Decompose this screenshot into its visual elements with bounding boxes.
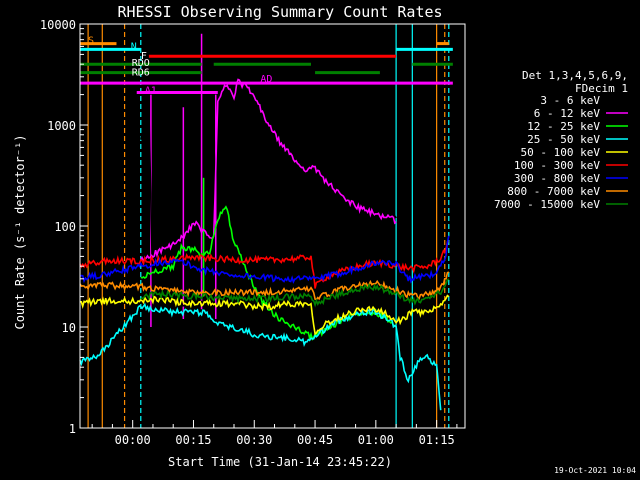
y-tick-label-1: 10 xyxy=(62,321,76,335)
flag-label-8: RD6 xyxy=(132,68,150,79)
series-line-6 xyxy=(79,235,450,284)
legend-label-2: 12 - 25 keV xyxy=(527,120,600,133)
legend-label-4: 50 - 100 keV xyxy=(521,146,601,159)
y-tick-label-0: 1 xyxy=(69,422,76,436)
series-line-3 xyxy=(79,302,442,411)
series-line-1 xyxy=(140,78,397,263)
legend-label-3: 25 - 50 keV xyxy=(527,133,600,146)
flag-label-10: AD xyxy=(260,74,272,85)
legend-header-0: Det 1,3,4,5,6,9, xyxy=(522,69,628,82)
chart-title: RHESSI Observing Summary Count Rates xyxy=(117,3,442,21)
legend-label-1: 6 - 12 keV xyxy=(534,107,601,120)
x-tick-label-5: 01:15 xyxy=(419,433,455,447)
y-tick-label-2: 100 xyxy=(54,220,76,234)
flag-label-0: S xyxy=(88,36,94,47)
x-tick-label-3: 00:45 xyxy=(297,433,333,447)
flag-label-11: A1 xyxy=(145,85,157,96)
x-tick-label-1: 00:15 xyxy=(175,433,211,447)
y-axis-label: Count Rate (s⁻¹ detector⁻¹) xyxy=(13,134,27,329)
legend-label-8: 7000 - 15000 keV xyxy=(494,198,600,211)
x-tick-label-0: 00:00 xyxy=(115,433,151,447)
y-tick-label-3: 1000 xyxy=(47,119,76,133)
flag-label-4: F xyxy=(141,51,147,62)
x-tick-label-4: 01:00 xyxy=(358,433,394,447)
legend-label-7: 800 - 7000 keV xyxy=(507,185,600,198)
series-line-0 xyxy=(140,108,397,313)
series-line-4 xyxy=(79,294,450,336)
legend-label-5: 100 - 300 keV xyxy=(514,159,600,172)
legend-label-6: 300 - 800 keV xyxy=(514,172,600,185)
flag-label-5: RDO xyxy=(132,58,150,69)
legend-label-0: 3 - 6 keV xyxy=(540,94,600,107)
timestamp-label: 19-Oct-2021 10:04 xyxy=(554,466,636,475)
series-line-8 xyxy=(140,278,450,308)
legend-header-1: FDecim 1 xyxy=(575,82,628,95)
flag-label-2: N xyxy=(131,41,137,52)
y-tick-label-4: 10000 xyxy=(40,18,76,32)
x-axis-label: Start Time (31-Jan-14 23:45:22) xyxy=(168,455,392,469)
x-tick-label-2: 00:30 xyxy=(236,433,272,447)
series-line-7 xyxy=(79,271,450,301)
